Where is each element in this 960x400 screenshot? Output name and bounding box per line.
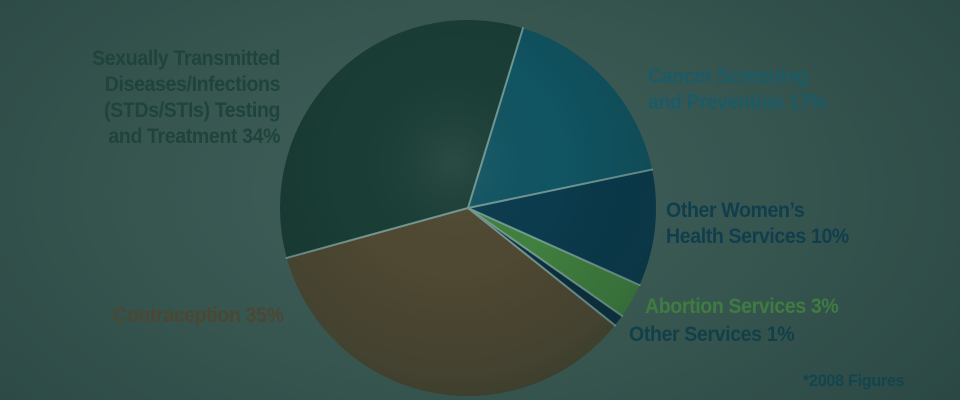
label-stds-line2: Diseases/Infections [104,73,281,96]
label-other-womens-health: Other Women’s Health Services 10% [666,198,849,250]
label-cancer-line1: Cancer Screening [648,65,809,88]
label-stds-line4: and Treatment 34% [108,125,280,148]
label-other-services: Other Services 1% [629,322,795,348]
label-stds-line1: Sexually Transmitted [92,47,280,70]
label-contraception: Contraception 35% [113,303,284,329]
figures-note: *2008 Figures [803,371,905,390]
label-other-line1: Other Services 1% [629,323,795,346]
label-cancer-screening: Cancer Screening and Prevention 17% [648,64,827,116]
pie-vignette-overlay [280,20,656,396]
label-cancer-line2: and Prevention 17% [648,91,827,114]
label-stds-line3: (STDs/STIs) Testing [104,99,280,122]
label-abortion-line1: Abortion Services 3% [645,295,839,318]
label-owh-line1: Other Women’s [666,199,805,222]
label-owh-line2: Health Services 10% [666,225,849,248]
label-stds: Sexually Transmitted Diseases/Infections… [92,46,280,150]
label-contraception-line1: Contraception 35% [113,304,284,327]
label-abortion-services: Abortion Services 3% [645,294,839,320]
